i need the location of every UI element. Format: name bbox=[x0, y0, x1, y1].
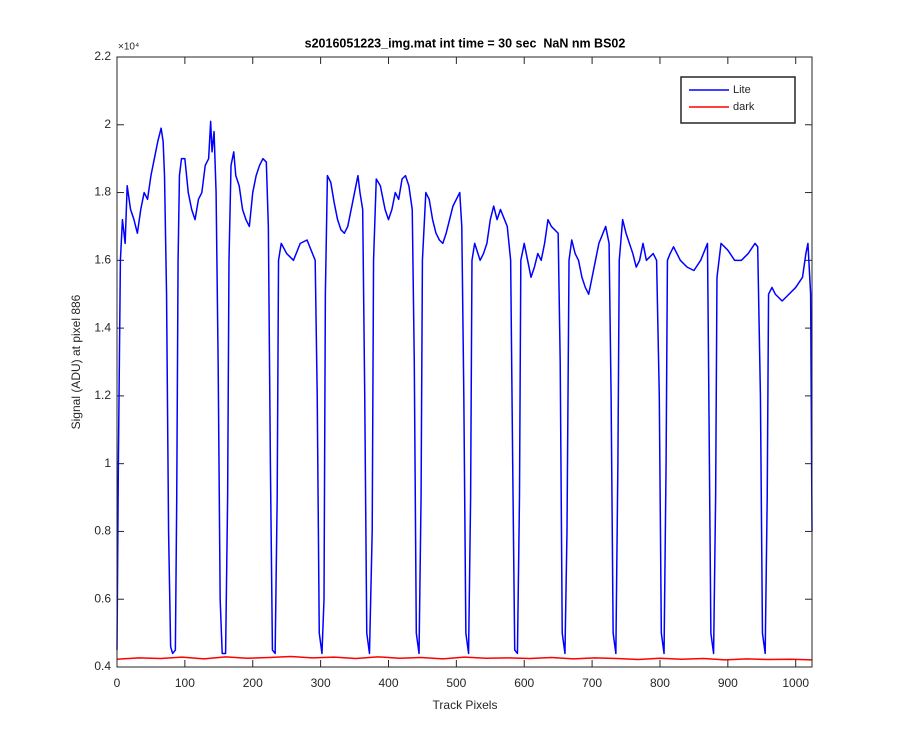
y-tick-label: 0.6 bbox=[94, 591, 111, 605]
legend: Lite dark bbox=[680, 76, 796, 124]
legend-box bbox=[680, 76, 796, 124]
y-tick-label: 2 bbox=[104, 117, 111, 131]
x-tick-label: 400 bbox=[378, 676, 398, 690]
x-axis-label: Track Pixels bbox=[433, 698, 498, 712]
x-tick-label: 300 bbox=[311, 676, 331, 690]
x-tick-label: 0 bbox=[114, 676, 121, 690]
plot-frame bbox=[116, 56, 813, 668]
y-tick-label: 2.2 bbox=[94, 49, 111, 63]
x-tick-label: 800 bbox=[650, 676, 670, 690]
y-tick-label: 0.8 bbox=[94, 524, 111, 538]
data-line bbox=[116, 655, 813, 661]
legend-label: Lite bbox=[733, 84, 751, 96]
y-axis-label: Signal (ADU) at pixel 886 bbox=[69, 294, 83, 429]
y-tick-label: 1.2 bbox=[94, 388, 111, 402]
y-exponent-label: ×10⁴ bbox=[118, 42, 139, 53]
y-tick-label: 1.6 bbox=[94, 253, 111, 267]
x-tick-label: 100 bbox=[175, 676, 195, 690]
x-tick-label: 600 bbox=[514, 676, 534, 690]
plot-area bbox=[117, 57, 812, 667]
legend-label: dark bbox=[733, 101, 755, 113]
chart-title: s2016051223_img.mat int time = 30 sec Na… bbox=[305, 36, 626, 50]
y-tick-label: 1 bbox=[104, 456, 111, 470]
x-tick-label: 500 bbox=[446, 676, 466, 690]
x-tick-label: 200 bbox=[243, 676, 263, 690]
x-tick-label: 700 bbox=[582, 676, 602, 690]
x-tick-label: 1000 bbox=[782, 676, 809, 690]
data-line bbox=[116, 120, 813, 655]
y-tick-label: 1.4 bbox=[94, 320, 111, 334]
y-tick-label: 0.4 bbox=[94, 659, 111, 673]
x-tick-label: 900 bbox=[718, 676, 738, 690]
y-tick-label: 1.8 bbox=[94, 185, 111, 199]
